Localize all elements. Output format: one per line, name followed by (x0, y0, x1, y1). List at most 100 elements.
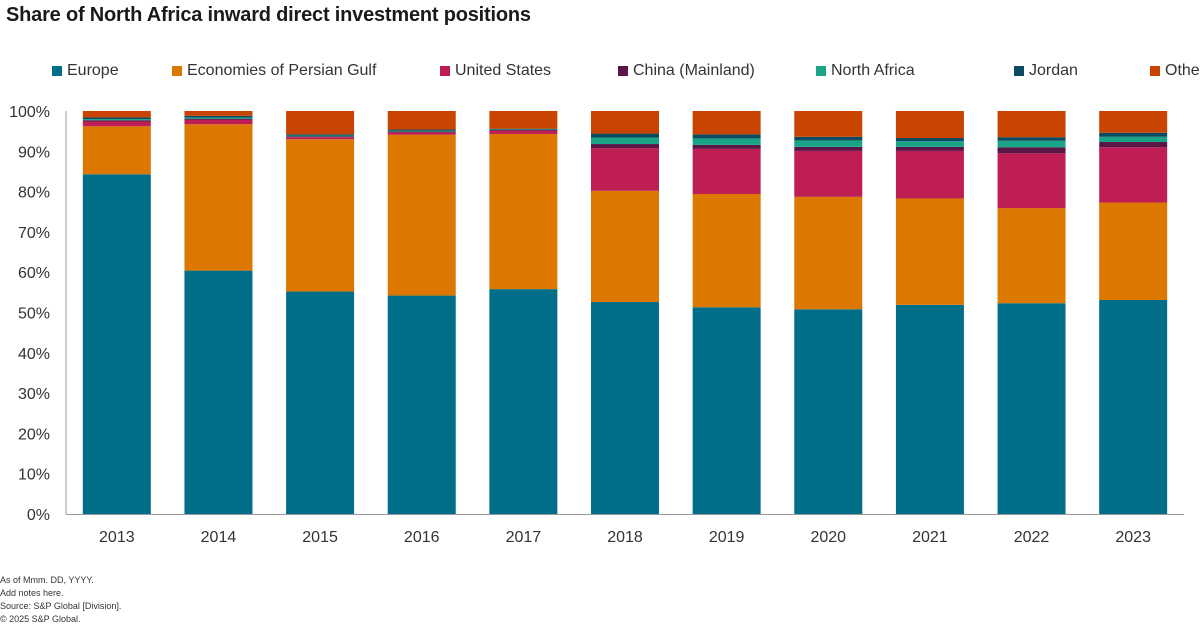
bar-segment (184, 117, 253, 119)
bar-segment (184, 115, 253, 118)
bar-segment (692, 138, 761, 145)
y-tick-label: 40% (18, 346, 50, 363)
bar-segment (286, 111, 355, 135)
bar-segment (82, 121, 151, 127)
y-tick-label: 100% (9, 104, 50, 121)
bar-segment (794, 146, 863, 151)
bar-segment (692, 307, 761, 514)
bar-segment (82, 111, 151, 118)
bar-segment (692, 194, 761, 308)
legend-swatch (1014, 66, 1024, 76)
legend-swatch (52, 66, 62, 76)
y-tick-label: 60% (18, 265, 50, 282)
x-tick-label: 2017 (506, 529, 542, 546)
bar-segment (387, 130, 456, 132)
footnote-copyright: © 2025 S&P Global. (0, 614, 81, 624)
legend-swatch (1150, 66, 1160, 76)
bar-segment (286, 291, 355, 514)
bar-segment (82, 126, 151, 175)
bar-segment (489, 111, 558, 129)
bar-segment (82, 117, 151, 120)
bar-segment (286, 134, 355, 136)
legend-swatch (816, 66, 826, 76)
legend-label: Jordan (1029, 62, 1078, 79)
legend-label: Economies of Persian Gulf (187, 62, 377, 79)
legend-item: Other (1150, 62, 1200, 80)
bar-segment (692, 111, 761, 135)
x-tick-label: 2022 (1014, 529, 1050, 546)
footnote-source: Source: S&P Global [Division]. (0, 601, 122, 611)
bar-segment (997, 140, 1066, 148)
bar-segment (895, 304, 964, 514)
bar-segment (997, 147, 1066, 154)
bar-segment (1099, 300, 1168, 514)
bar-segment (794, 111, 863, 137)
footnote-notes: Add notes here. (0, 588, 64, 598)
bar-segment (997, 111, 1066, 138)
legend-swatch (172, 66, 182, 76)
chart-legend: Europe Economies of Persian Gulf United St… (52, 62, 1200, 84)
bar-segment (591, 111, 659, 134)
bar-segment (489, 130, 558, 134)
x-tick-label: 2016 (404, 529, 440, 546)
bar-segment (591, 302, 659, 514)
legend-item: China (Mainland) (618, 62, 755, 80)
legend-item: Economies of Persian Gulf (172, 62, 376, 80)
x-tick-label: 2014 (201, 529, 237, 546)
legend-label: United States (455, 62, 552, 79)
legend-label: Europe (67, 62, 119, 79)
bar-segment (387, 134, 456, 296)
bar-segment (794, 309, 863, 514)
bar-segment (286, 139, 355, 292)
bar-segment (591, 148, 659, 191)
bar-segment (794, 150, 863, 197)
x-tick-label: 2023 (1115, 529, 1151, 546)
bar-segment (794, 136, 863, 141)
bar-segment (794, 196, 863, 310)
footnote-as-of: As of Mmm. DD, YYYY. (0, 575, 94, 585)
legend-label: China (Mainland) (633, 62, 755, 79)
y-tick-label: 70% (18, 225, 50, 242)
bar-segment (1099, 147, 1168, 203)
legend-item: United States (440, 62, 551, 80)
bar-segment (184, 111, 253, 116)
y-tick-label: 10% (18, 467, 50, 484)
bar-segment (692, 148, 761, 195)
bar-segment (997, 153, 1066, 209)
legend-swatch (440, 66, 450, 76)
y-tick-label: 80% (18, 185, 50, 202)
bar-segment (387, 131, 456, 133)
bar-segment (489, 129, 558, 131)
bar-segment (895, 150, 964, 199)
x-tick-label: 2019 (709, 529, 745, 546)
bar-segment (997, 208, 1066, 304)
chart-footnotes: As of Mmm. DD, YYYY. Add notes here. Sou… (0, 574, 121, 626)
bar-segment (286, 137, 355, 140)
bar-segment (489, 289, 558, 514)
bar-segment (184, 119, 253, 125)
y-tick-label: 90% (18, 144, 50, 161)
bar-segment (286, 136, 355, 138)
bar-segment (82, 174, 151, 514)
bar-segment (895, 141, 964, 147)
bar-segment (794, 140, 863, 147)
x-tick-label: 2018 (607, 529, 643, 546)
bar-segment (1099, 132, 1168, 137)
bar-segment (184, 118, 253, 120)
bar-segment (489, 133, 558, 290)
y-tick-label: 20% (18, 426, 50, 443)
bar-segment (692, 134, 761, 139)
bar-segment (692, 144, 761, 149)
bar-segment (591, 144, 659, 149)
chart-title: Share of North Africa inward direct inve… (6, 4, 531, 26)
legend-label: North Africa (831, 62, 915, 79)
legend-swatch (618, 66, 628, 76)
bar-segment (997, 137, 1066, 141)
bar-segment (1099, 136, 1168, 143)
x-tick-label: 2020 (810, 529, 846, 546)
legend-item: Europe (52, 62, 119, 80)
bar-segment (184, 124, 253, 271)
bar-segment (895, 198, 964, 305)
legend-item: Jordan (1014, 62, 1078, 80)
